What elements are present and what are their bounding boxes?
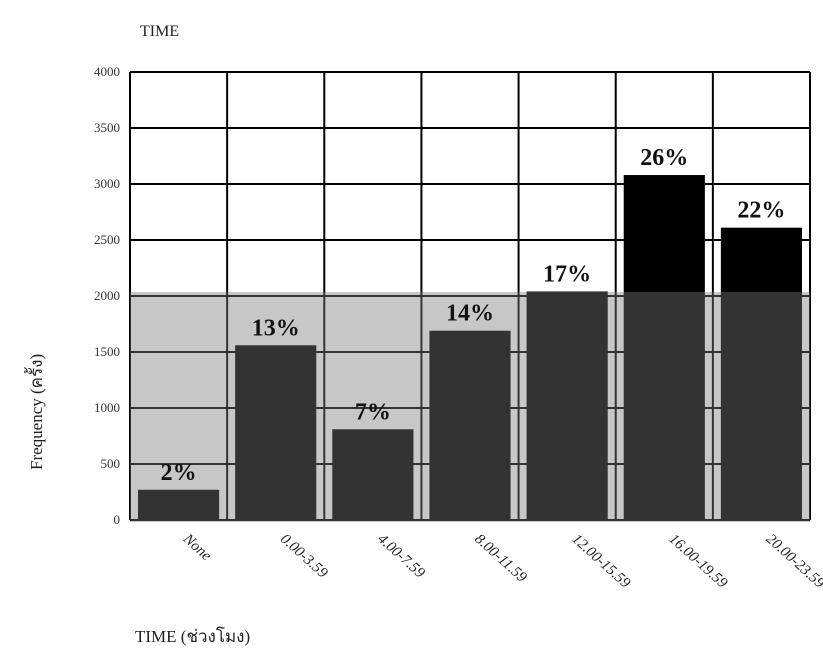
x-category-label: 16.00-19.59 (666, 531, 731, 592)
chart-title: TIME (140, 23, 179, 40)
x-category-label: 0.00-3.59 (277, 531, 331, 582)
y-axis-label: Frequency (ครั้ง) (24, 354, 46, 470)
y-tick-label: 1500 (94, 344, 120, 359)
x-category-labels: None 0.00-3.59 4.00-7.59 8.00-11.59 12.00-15… (179, 530, 823, 591)
y-tick-label: 2000 (94, 288, 120, 303)
y-tick-label: 3000 (94, 176, 120, 191)
y-tick-label: 500 (101, 456, 121, 471)
y-tick-label: 1000 (94, 400, 120, 415)
x-category-label: None (179, 530, 214, 564)
y-tick-label: 0 (114, 512, 121, 527)
data-label: 14% (446, 301, 494, 327)
data-label: 2% (161, 460, 197, 486)
y-tick-label: 4000 (94, 64, 120, 79)
y-tick-label: 3500 (94, 120, 120, 135)
data-label: 26% (640, 145, 688, 171)
x-category-label: 12.00-15.59 (568, 531, 633, 592)
x-category-label: 20.00-23.59 (763, 531, 823, 592)
data-label: 13% (252, 315, 300, 341)
x-category-label: 8.00-11.59 (471, 531, 530, 586)
data-label: 17% (543, 262, 591, 288)
data-label: 7% (355, 399, 391, 425)
y-tick-label: 2500 (94, 232, 120, 247)
data-label: 22% (737, 198, 785, 224)
x-category-label: 4.00-7.59 (374, 531, 428, 582)
x-axis-label: TIME (ช่วงโมง) (135, 626, 250, 646)
y-tick-labels: 0 500 1000 1500 2000 2500 3000 3500 4000 (94, 64, 120, 527)
